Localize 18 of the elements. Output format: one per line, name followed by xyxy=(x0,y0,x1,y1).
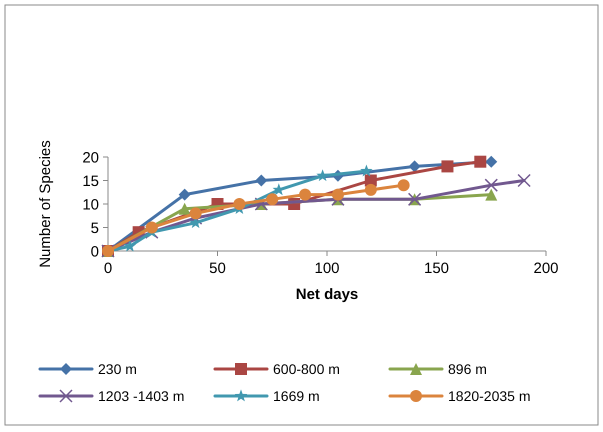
legend-label: 896 m xyxy=(448,360,487,377)
y-tick-label: 5 xyxy=(90,220,99,237)
legend-label: 1820-2035 m xyxy=(448,388,531,404)
x-tick-label: 150 xyxy=(424,260,450,277)
x-tick-label: 0 xyxy=(104,260,112,277)
legend-label: 230 m xyxy=(98,360,137,377)
legend-label: 1203 -1403 m xyxy=(98,388,184,404)
x-tick-label: 100 xyxy=(314,260,340,277)
x-tick-label: 50 xyxy=(209,260,226,277)
y-axis-title: Number of Species xyxy=(37,140,54,268)
x-axis-title: Net days xyxy=(296,286,358,303)
y-tick-label: 20 xyxy=(82,149,99,166)
y-tick-label: 10 xyxy=(82,196,99,214)
y-tick-label: 15 xyxy=(82,172,99,190)
x-tick-label: 200 xyxy=(533,260,559,277)
legend-label: 1669 m xyxy=(273,388,320,404)
y-tick-label: 0 xyxy=(90,243,99,260)
legend-label: 600-800 m xyxy=(273,360,340,377)
